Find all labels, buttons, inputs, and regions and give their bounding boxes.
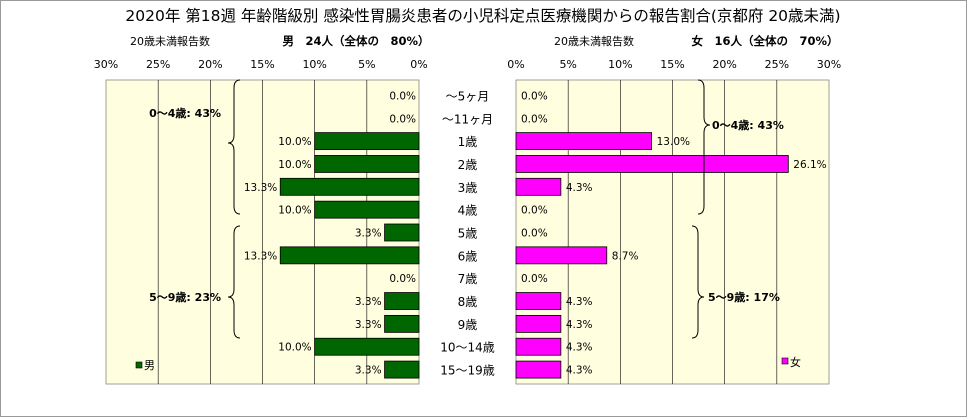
male-bar [279,177,420,196]
left-tick-label: 25% [146,58,170,71]
female-data-label: 0.0% [521,90,548,102]
left-group1-label: 0～4歳: 43% [149,106,221,120]
male-bar [384,292,420,310]
female-data-label: 0.0% [521,205,548,217]
left-tick-label: 30% [94,58,118,71]
legend-female-swatch [781,357,789,365]
male-bar [384,223,420,242]
left-group2-label: 5～9歳: 23% [149,290,221,304]
male-bar [279,246,420,265]
female-bar [515,177,562,196]
right-summary: 女 16人（全体の 70%） [691,34,838,48]
right-tick-label: 0% [507,58,524,71]
female-data-label: 4.3% [566,342,593,354]
female-bar [515,246,608,265]
male-data-label: 0.0% [389,90,416,102]
female-data-label: 8.7% [612,250,639,262]
category-label: 4歳 [458,204,478,218]
male-data-label: 3.3% [355,228,382,240]
female-bar [515,155,789,173]
male-bar [314,155,420,173]
left-brace-0-4 [227,79,241,215]
male-data-label: 10.0% [278,136,311,148]
female-bar [515,337,562,356]
legend-male-label: 男 [144,359,155,372]
female-series: 0.0% 0.0% 13.0% 26.1% 4.3% 0.0% 0.0% 8.7% 0.0% 4.… [515,90,827,379]
category-label: 15～19歳 [440,364,495,378]
female-bar [515,360,562,379]
male-data-label: 13.3% [244,250,277,262]
right-tick-labels: 0% 5% 10% 15% 20% 25% 30% [507,58,841,71]
male-data-label: 3.3% [355,296,382,308]
left-grid [157,80,368,384]
left-subtitle-label: 20歳未満報告数 [130,35,210,48]
male-data-label: 3.3% [355,365,382,377]
male-bar [314,200,420,219]
category-label: 5歳 [458,227,478,241]
category-label: 1歳 [458,135,478,149]
female-bar [515,314,562,333]
left-brace-5-9 [227,225,241,339]
female-data-label: 13.0% [657,136,690,148]
male-bar [314,337,420,356]
right-brace-0-4 [697,79,711,215]
right-brace-5-9 [691,225,705,339]
female-data-label: 4.3% [566,296,593,308]
male-bar [314,132,420,151]
category-label: 8歳 [458,295,478,309]
left-tick-label: 20% [198,58,222,71]
female-data-label: 0.0% [521,273,548,285]
female-data-label: 26.1% [793,159,826,171]
category-label: 10～14歳 [440,341,495,355]
left-tick-labels: 30% 25% 20% 15% 10% 5% 0% [94,58,428,71]
right-tick-label: 30% [817,58,841,71]
male-data-label: 0.0% [389,113,416,125]
category-label: ～5ヶ月 [446,89,490,103]
male-bar [384,360,420,379]
male-data-label: 0.0% [389,273,416,285]
right-group2-label: 5～9歳: 17% [708,290,780,304]
category-label: 6歳 [458,249,478,263]
male-bar [384,314,420,333]
category-label: 2歳 [458,158,478,172]
female-bar [515,132,653,151]
right-tick-label: 10% [608,58,632,71]
right-tick-label: 15% [660,58,684,71]
male-series: 0.0%0.0%10.0%10.0%13.3%10.0%3.3%13.3%0.0… [244,90,420,379]
left-tick-label: 5% [358,58,375,71]
female-data-label: 4.3% [566,182,593,194]
left-tick-label: 0% [410,58,427,71]
right-tick-label: 20% [712,58,736,71]
male-data-label: 10.0% [278,342,311,354]
chart-title: 2020年 第18週 年齢階級別 感染性胃腸炎患者の小児科定点医療機関からの報告… [125,7,840,25]
category-label: 3歳 [458,181,478,195]
male-data-label: 10.0% [278,205,311,217]
category-label: ～11ヶ月 [442,112,493,126]
male-data-label: 3.3% [355,319,382,331]
right-tick-label: 5% [559,58,576,71]
right-tick-label: 25% [765,58,789,71]
category-label: 7歳 [458,272,478,286]
female-data-label: 0.0% [521,113,548,125]
left-tick-label: 10% [302,58,326,71]
female-data-label: 4.3% [566,365,593,377]
female-data-label: 0.0% [521,228,548,240]
right-group1-label: 0～4歳: 43% [712,118,784,132]
male-data-label: 10.0% [278,159,311,171]
left-summary: 男 24人（全体の 80%） [282,34,429,48]
legend-female-label: 女 [790,355,801,369]
male-data-label: 13.3% [244,182,277,194]
legend-male-swatch [135,361,143,369]
right-grid [567,80,778,384]
right-subtitle-label: 20歳未満報告数 [554,35,634,48]
left-tick-label: 15% [250,58,274,71]
category-label: 9歳 [458,318,478,332]
female-data-label: 4.3% [566,319,593,331]
female-bar [515,292,562,310]
category-labels: ～5ヶ月 ～11ヶ月 1歳 2歳 3歳 4歳 5歳 6歳 7歳 8歳 9歳 10～14歳 15～19歳 [440,89,495,377]
